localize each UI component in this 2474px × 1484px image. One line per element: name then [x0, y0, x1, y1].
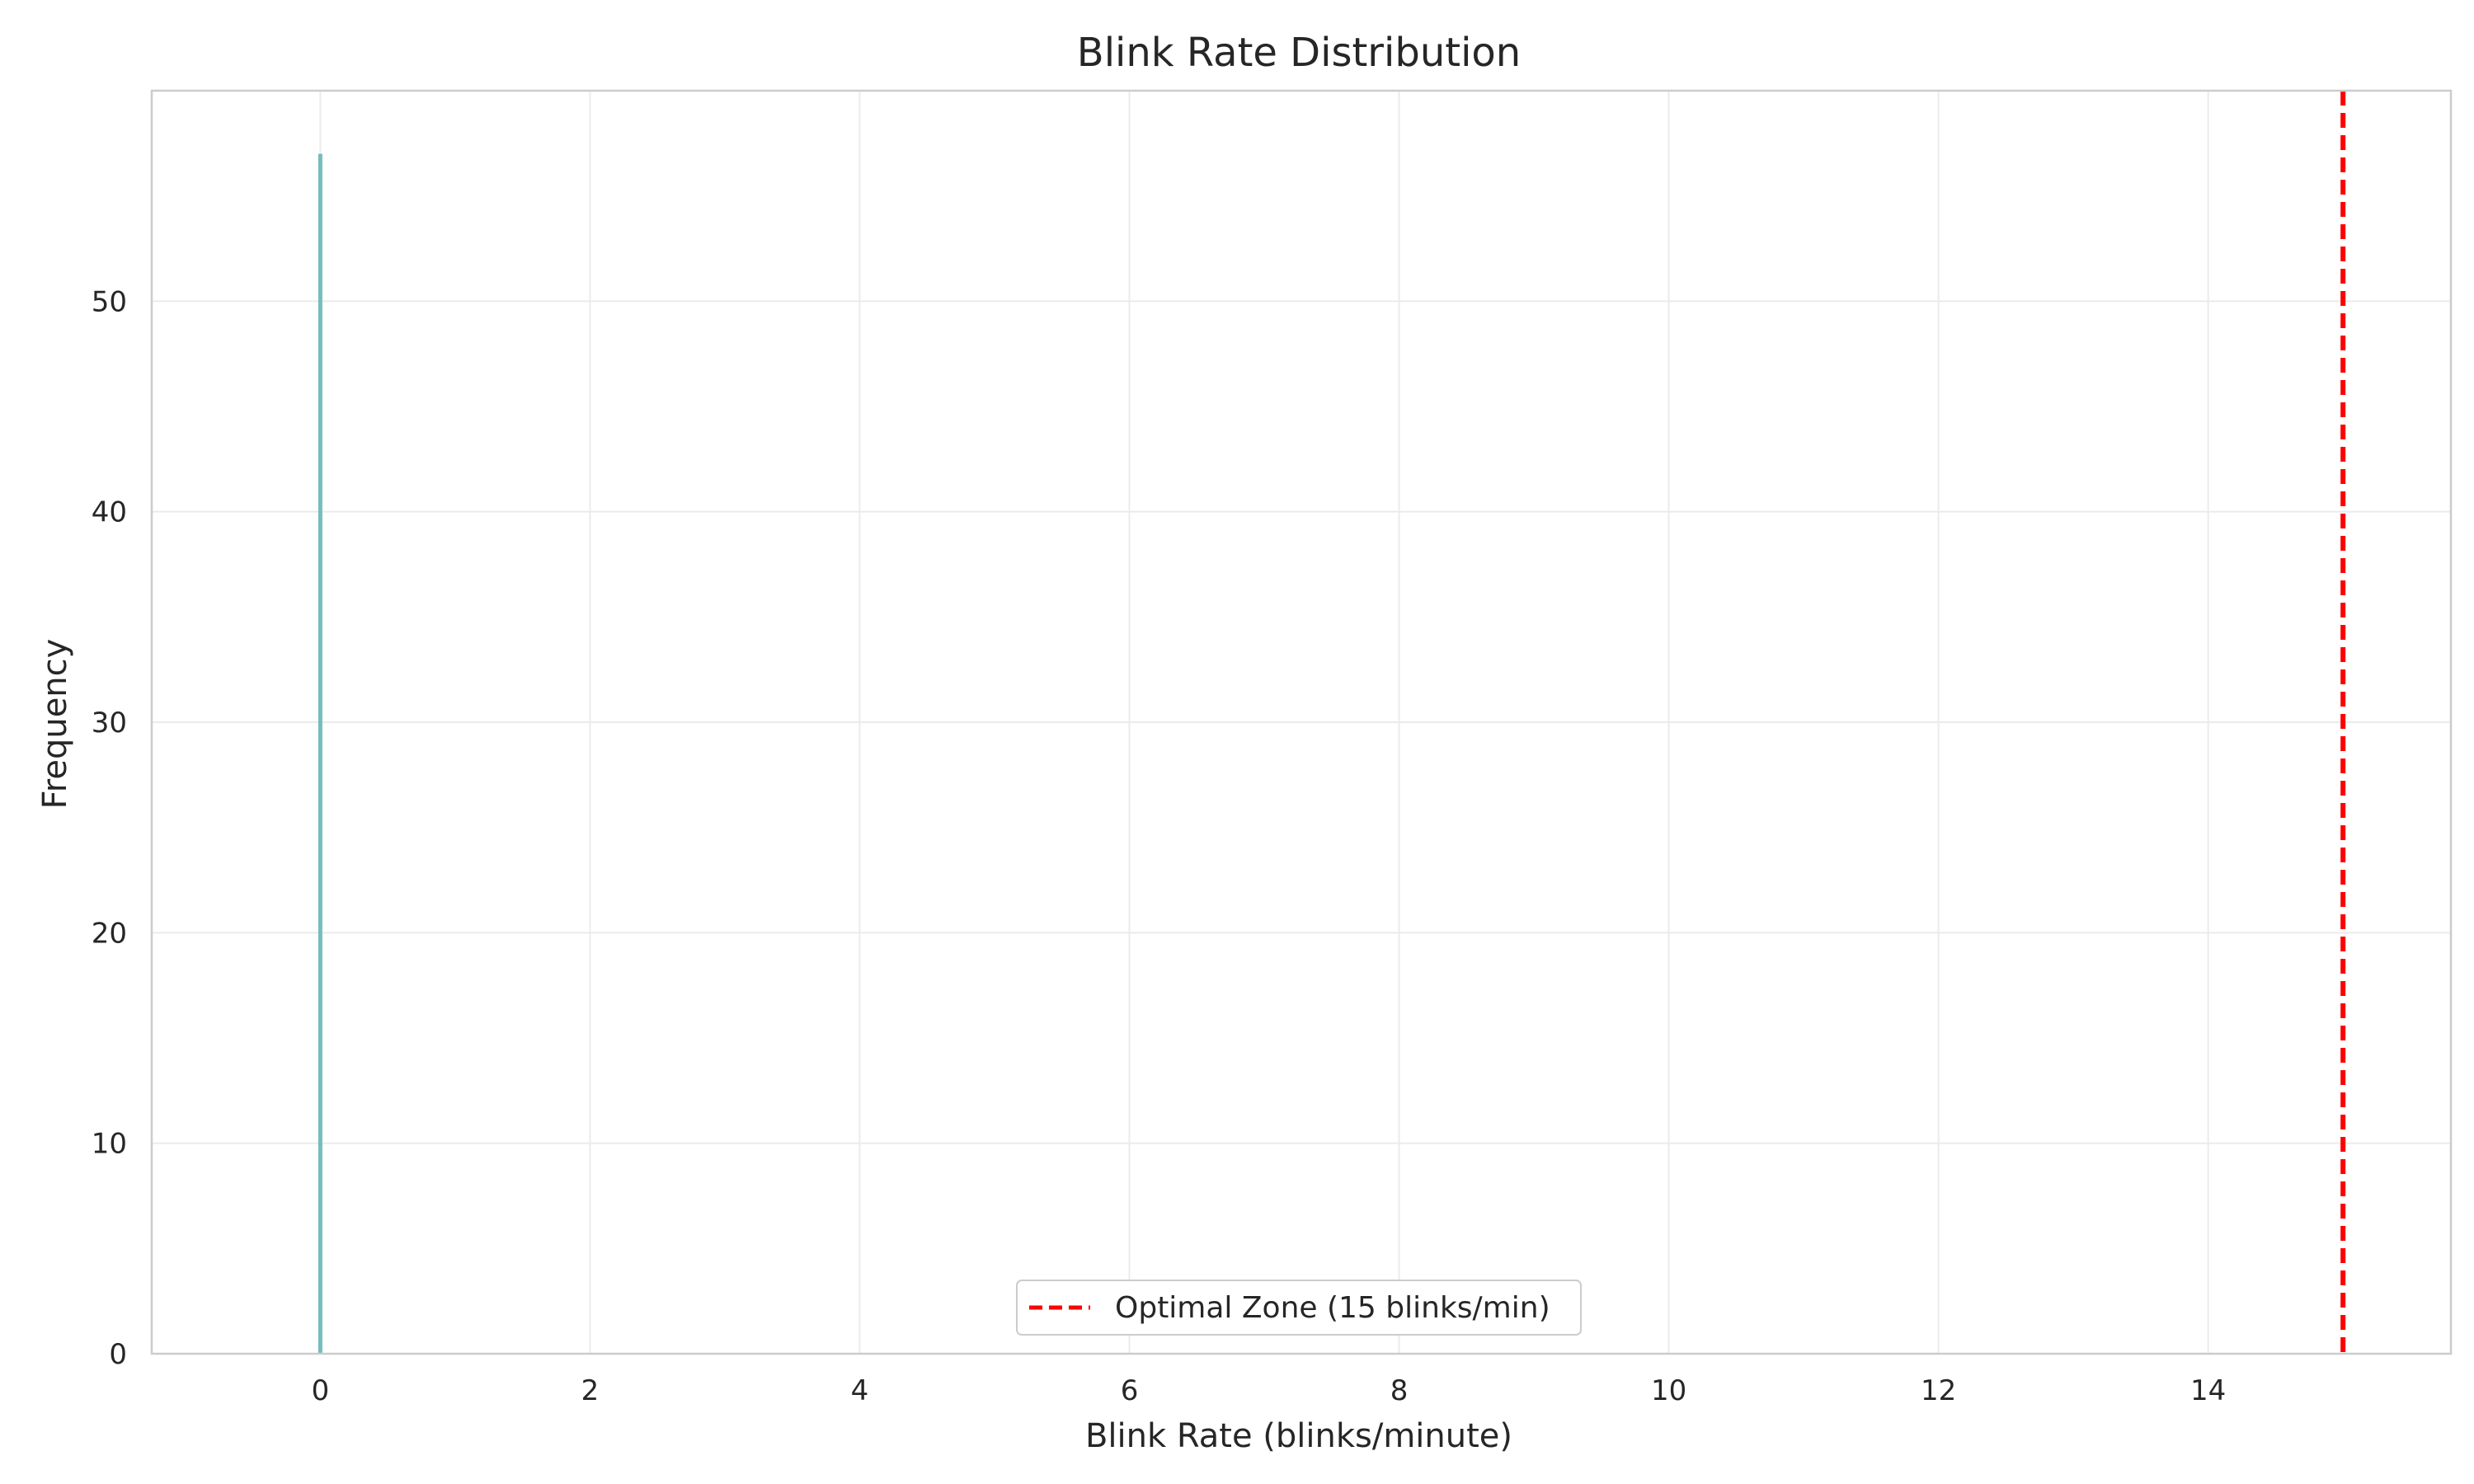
x-axis-label: Blink Rate (blinks/minute) — [1085, 1417, 1512, 1455]
legend: Optimal Zone (15 blinks/min) — [1016, 1280, 1582, 1336]
y-tick-label: 10 — [92, 1128, 127, 1161]
bars-layer — [317, 153, 322, 1355]
y-tick-label: 20 — [92, 917, 127, 950]
x-tick-label: 4 — [851, 1374, 869, 1407]
y-tick-label: 30 — [92, 707, 127, 740]
legend-entry-optimal-zone: Optimal Zone (15 blinks/min) — [1115, 1291, 1550, 1325]
x-tick-label: 10 — [1651, 1374, 1686, 1407]
y-axis-label: Frequency — [36, 639, 74, 810]
x-tick-label: 2 — [581, 1374, 600, 1407]
x-tick-label: 14 — [2190, 1374, 2226, 1407]
x-tick-label: 0 — [312, 1374, 330, 1407]
x-tick-labels: 0 2 4 6 8 10 12 14 — [312, 1374, 2227, 1407]
y-tick-label: 0 — [109, 1338, 127, 1371]
y-tick-label: 40 — [92, 496, 127, 529]
histogram-bar — [317, 153, 322, 1355]
plot-frame — [150, 89, 2453, 1355]
x-tick-label: 12 — [1921, 1374, 1956, 1407]
x-tick-label: 8 — [1390, 1374, 1409, 1407]
legend-box — [1016, 1280, 1582, 1336]
y-tick-labels: 0 10 20 30 40 50 — [92, 285, 127, 1371]
y-tick-label: 50 — [92, 285, 127, 318]
chart-title: Blink Rate Distribution — [1077, 30, 1521, 76]
x-tick-label: 6 — [1121, 1374, 1139, 1407]
grid-layer — [152, 91, 2451, 1355]
